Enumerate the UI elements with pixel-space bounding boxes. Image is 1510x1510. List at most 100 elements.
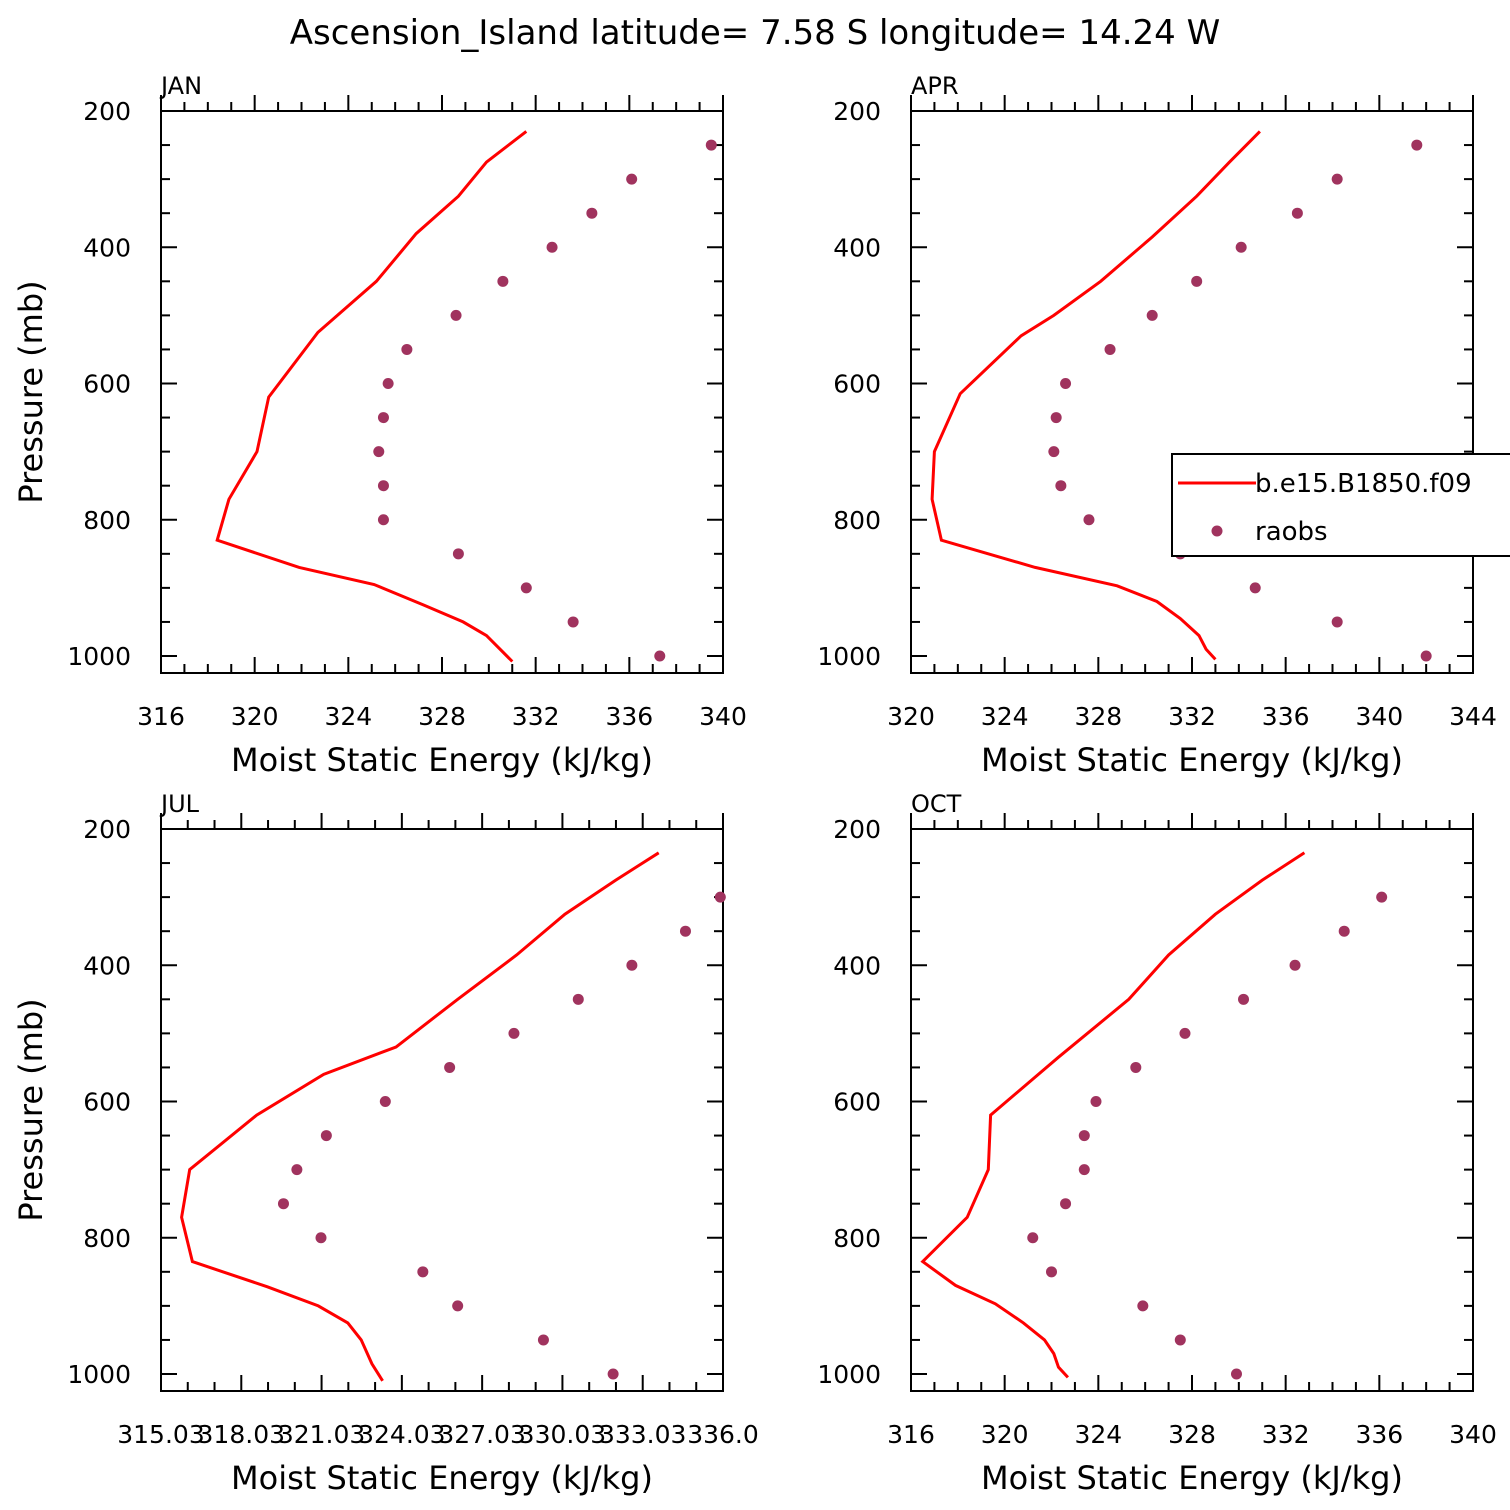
panel-oct: OCT 200 400 600 800 1000 316 320 324 328 332 336 340… [817,790,1496,1497]
x-tick-label: 318.03 [198,1420,285,1449]
raob-point [1331,173,1343,185]
y-tick-label: 200 [833,97,881,126]
x-tick-label: 336.0 [687,1420,759,1449]
model-profile-line [215,130,528,663]
x-tick-label: 340 [1355,702,1403,731]
plot-frame [160,110,724,674]
x-tick-label: 340 [1449,1420,1497,1449]
x-tick-label: 332 [512,702,560,731]
y-tick-label: 1000 [817,642,881,671]
raob-point [452,548,464,560]
x-tick-label: 344 [1449,702,1497,731]
model-profile-line [930,130,1261,661]
raob-point [1191,275,1203,287]
y-tick-label: 1000 [817,1360,881,1389]
raob-point [1050,412,1062,424]
raob-point [1230,1368,1242,1380]
raob-point [520,582,532,594]
raob-point [1238,993,1250,1005]
x-tick-label: 340 [699,702,747,731]
raob-point [401,343,413,355]
legend-label: b.e15.B1850.f09 [1255,469,1472,499]
raob-point [1060,1198,1072,1210]
x-tick-label: 333.03 [599,1420,686,1449]
raob-point [377,514,389,526]
panel-title: OCT [911,790,962,818]
raob-point [508,1027,520,1039]
y-tick-label: 800 [83,1224,131,1253]
x-tick-label: 336 [1355,1420,1403,1449]
x-tick-label: 324.03 [358,1420,445,1449]
raob-point [373,446,385,458]
model-profile-line [180,851,660,1382]
raob-point [1137,1300,1149,1312]
raob-point [586,207,598,219]
raob-point [1055,480,1067,492]
y-tick-label: 800 [83,506,131,535]
raob-point [377,480,389,492]
legend-box [1171,453,1510,557]
raob-point [714,891,726,903]
panel-title: APR [911,72,959,100]
raob-point [277,1198,289,1210]
raob-point [1078,1130,1090,1142]
raob-point [1289,959,1301,971]
y-tick-label: 800 [833,1224,881,1253]
y-tick-label: 400 [833,233,881,262]
raob-point [705,139,717,151]
raob-point [1130,1061,1142,1073]
y-tick-label: 200 [83,97,131,126]
raob-point [382,378,394,389]
panel-jul: JUL 200 400 600 800 1000 315.03318.03321.03324… [12,790,759,1497]
raob-point [1046,1266,1057,1278]
y-tick-label: 400 [83,233,131,262]
raob-point [654,650,666,662]
x-tick-label: 321.03 [278,1420,365,1449]
plot-frame [160,828,724,1392]
raob-point [537,1334,549,1346]
raob-point [626,173,638,185]
legend: b.e15.B1850.f09 raobs [1171,453,1510,557]
panel-jan: JAN 200 400 600 800 1000 316 320 324 328 332 336 340… [12,72,747,779]
raob-point [320,1130,332,1142]
x-axis-label: Moist Static Energy (kJ/kg) [981,741,1403,779]
raob-point [546,241,558,253]
y-tick-label: 600 [83,1088,131,1117]
raob-point [1376,891,1388,903]
y-tick-label: 400 [83,951,131,980]
raob-point [1291,207,1303,219]
plot-frame [910,110,1474,674]
x-tick-label: 332 [1262,1420,1310,1449]
y-axis-label: Pressure (mb) [12,280,50,503]
x-tick-label: 316 [887,1420,935,1449]
y-tick-label: 600 [833,1088,881,1117]
raob-point [1060,378,1072,389]
raob-point [377,412,389,424]
raob-point [417,1266,429,1278]
raob-point [315,1232,327,1244]
y-tick-label: 200 [83,815,131,844]
raob-point [1411,139,1423,151]
x-tick-label: 320 [981,1420,1029,1449]
y-tick-label: 800 [833,506,881,535]
raob-point [626,959,638,971]
raob-point [452,1300,464,1312]
x-axis-label: Moist Static Energy (kJ/kg) [981,1459,1403,1497]
x-tick-label: 320 [231,702,279,731]
panel-title: JUL [159,790,200,818]
y-tick-label: 600 [83,370,131,399]
x-tick-label: 324 [1074,1420,1122,1449]
raob-point [1048,446,1060,458]
raob-point [679,925,691,937]
panel-title: JAN [159,72,202,100]
raob-point [379,1096,391,1107]
legend-point-swatch [1211,525,1223,537]
raob-point [444,1061,456,1073]
raob-point [572,993,584,1005]
raob-point [1331,616,1343,628]
x-tick-label: 327.03 [438,1420,525,1449]
raob-point [1146,309,1158,321]
x-axis-label: Moist Static Energy (kJ/kg) [231,741,653,779]
raob-point [497,275,509,287]
